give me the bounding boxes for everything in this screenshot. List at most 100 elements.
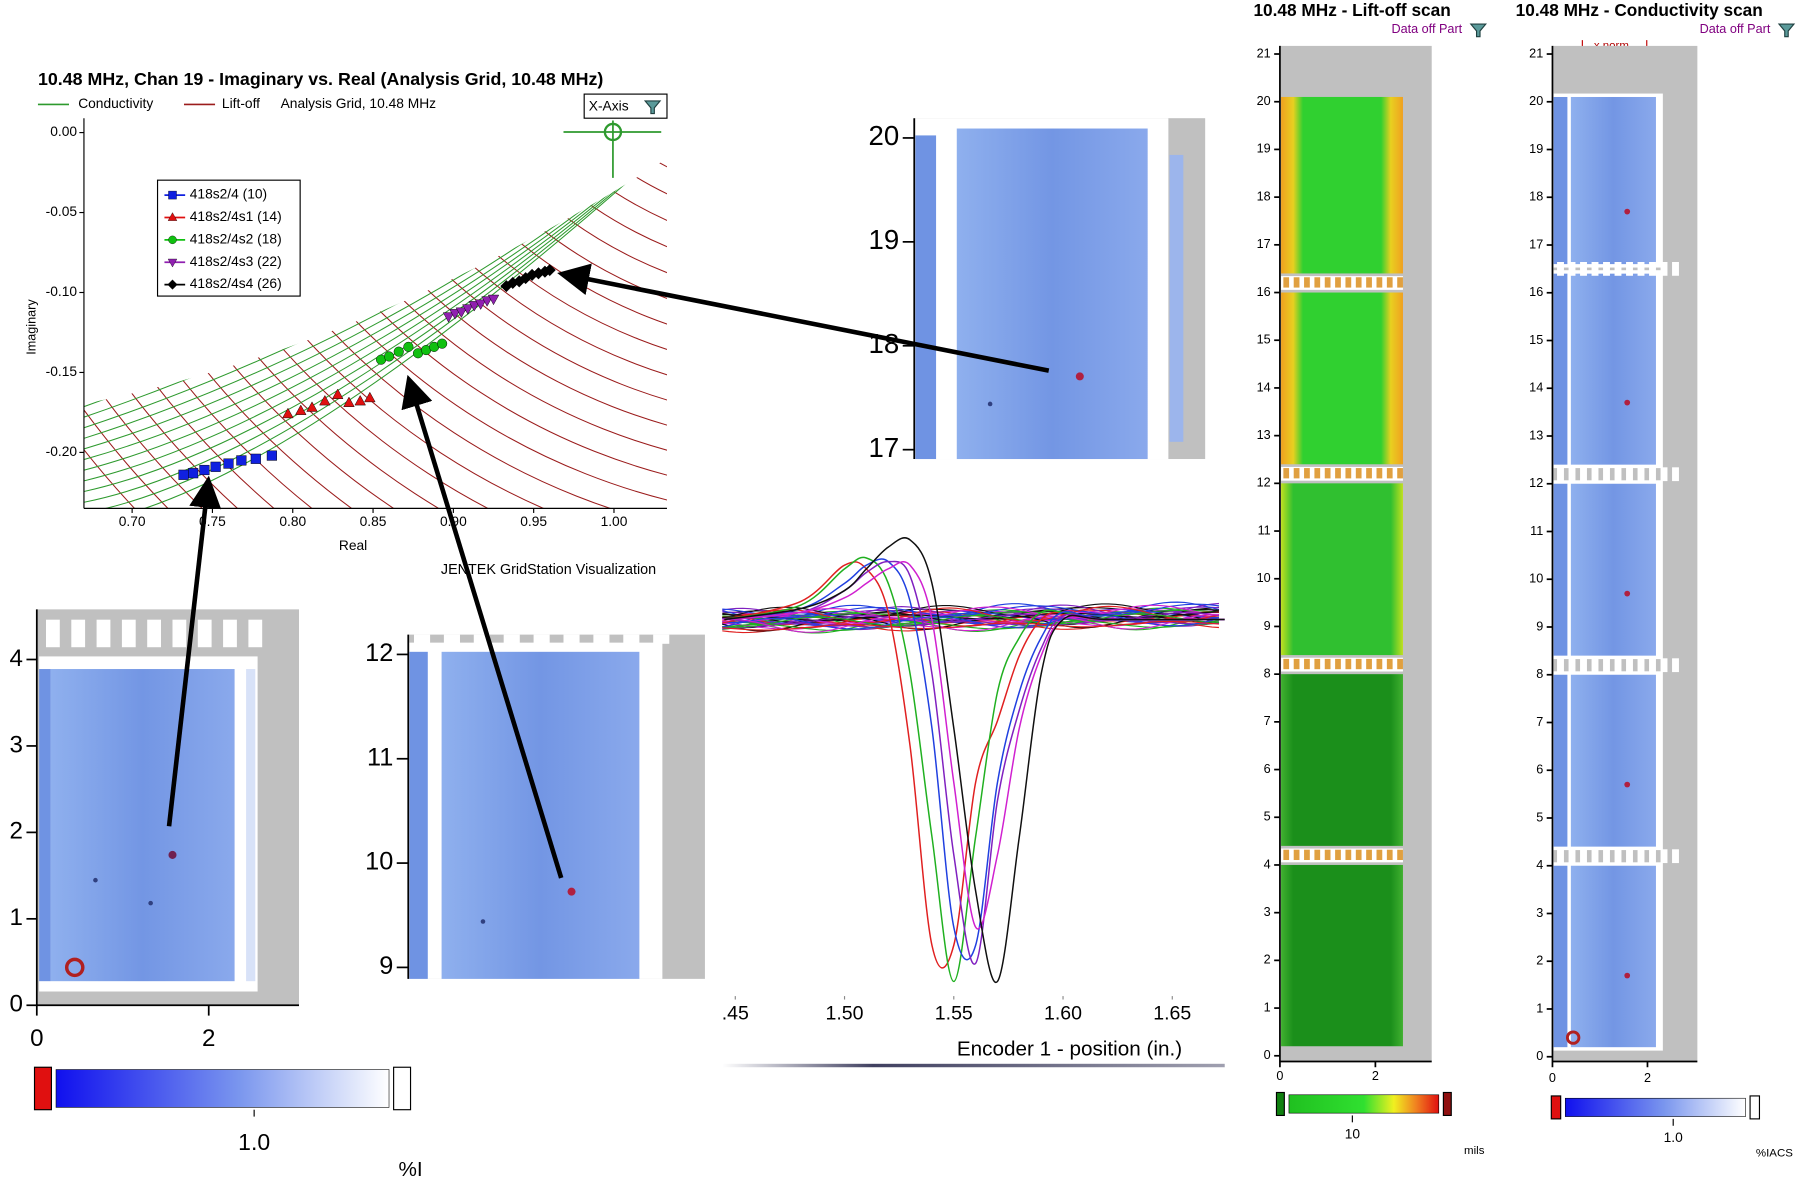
y-tick-label: 8 — [1536, 667, 1543, 681]
defect — [1075, 372, 1084, 381]
defect — [987, 401, 993, 407]
arrow — [401, 374, 564, 879]
x-tick-label: 0 — [1549, 1071, 1556, 1085]
scan-cell — [197, 619, 212, 648]
color-bar-label: 1.0 — [1664, 1130, 1684, 1145]
y-tick-label: 19 — [869, 224, 900, 255]
trace-band — [722, 620, 1220, 632]
scan-cell — [1397, 468, 1403, 479]
scan-cell — [1281, 96, 1403, 274]
scan-cell — [1335, 468, 1341, 479]
scan-cell — [1293, 277, 1300, 288]
color-bar-low — [1550, 1095, 1562, 1120]
scan-cell — [593, 634, 610, 644]
x-axis-label: Encoder 1 - position (in.) — [957, 1037, 1182, 1060]
scan-cell — [1649, 658, 1656, 673]
scan-cell — [1376, 658, 1383, 670]
scan-cell — [1570, 674, 1656, 847]
scan-cell — [1626, 849, 1633, 864]
scan-cell — [1603, 849, 1610, 864]
defect — [1624, 781, 1631, 788]
scan-cell — [1568, 658, 1576, 673]
y-tick-label: 0 — [10, 991, 23, 1018]
y-tick-label: 1 — [1536, 1001, 1543, 1015]
scan-cell — [1553, 96, 1568, 265]
scan-cell — [1281, 466, 1403, 481]
scan-cell — [1355, 468, 1362, 479]
y-tick-label: 2 — [1264, 953, 1271, 967]
color-bar-gradient — [55, 1069, 390, 1108]
conductivity-line — [83, 158, 667, 475]
scan-cell — [96, 619, 111, 648]
defect — [1624, 399, 1631, 406]
scan-cell — [1169, 154, 1184, 442]
point — [462, 304, 474, 315]
y-tick-label: 20 — [1257, 94, 1271, 108]
y-tick-label: 6 — [1536, 763, 1543, 777]
filter-icon[interactable] — [1469, 23, 1487, 38]
scan-cell — [915, 135, 937, 460]
signal-line — [724, 560, 1225, 965]
scan-cell — [1366, 468, 1372, 479]
scan-cell — [1553, 865, 1568, 1048]
color-bar-high — [1749, 1095, 1761, 1120]
y-tick-label: 11 — [367, 743, 393, 771]
y-tick-label: 14 — [1529, 381, 1543, 395]
point — [455, 307, 468, 318]
color-bar-high — [1442, 1091, 1452, 1117]
y-tick-label: 4 — [1264, 857, 1271, 871]
signal-line — [724, 558, 1225, 961]
scan-cell — [1314, 277, 1321, 288]
scan-cell — [1281, 848, 1403, 863]
legend-label: Conductivity — [78, 96, 153, 111]
y-tick-label: 13 — [1257, 428, 1271, 442]
y-tick-label: 21 — [1529, 46, 1543, 60]
scan-cell — [1637, 658, 1645, 673]
y-tick-label: 15 — [1529, 333, 1543, 347]
scan-cell — [1614, 467, 1622, 482]
scan-cell — [1603, 467, 1610, 482]
scan-cell — [1580, 262, 1587, 276]
scan-cell — [1324, 277, 1331, 288]
scan-cell — [45, 619, 60, 648]
defect — [480, 919, 486, 924]
scan-cell — [533, 634, 550, 644]
scan-cell — [1376, 277, 1383, 288]
scan-cell — [1335, 849, 1341, 861]
scan-cell — [1386, 658, 1393, 670]
color-bar-label: 1.0 — [238, 1129, 270, 1155]
point — [236, 455, 247, 466]
scan-title: 10.48 MHz - Conductivity scan — [1516, 0, 1763, 20]
point — [481, 296, 493, 307]
y-tick-label: 0 — [1264, 1048, 1271, 1062]
point — [437, 338, 448, 349]
y-tick-label: 19 — [1529, 142, 1543, 156]
point — [343, 396, 355, 407]
legend-label: 418s2/4s2 (18) — [190, 231, 282, 246]
trace-band — [722, 613, 1219, 633]
color-bar-unit: %I — [398, 1158, 422, 1181]
scan-cell — [1281, 657, 1403, 672]
point — [543, 264, 556, 277]
point — [295, 404, 307, 415]
scan-cell — [1660, 849, 1668, 864]
y-tick-label: 12 — [1529, 476, 1543, 490]
scan-cell — [1637, 849, 1645, 864]
filter-icon[interactable] — [643, 100, 662, 115]
filter-icon[interactable] — [1777, 23, 1796, 38]
scan-cell — [1649, 467, 1656, 482]
y-tick-label: 7 — [1264, 714, 1271, 728]
scan-note: Data off Part — [1391, 22, 1462, 36]
legend — [156, 179, 301, 297]
x-tick-label: 1.00 — [601, 514, 628, 529]
button-label[interactable]: X-Axis — [589, 98, 629, 113]
y-tick-label: 3 — [1264, 905, 1271, 919]
scan-cell — [1281, 674, 1403, 846]
legend-label: 418s2/4s1 (14) — [190, 209, 282, 224]
y-tick-label: 9 — [1536, 619, 1543, 633]
scan-cell — [1281, 864, 1403, 1047]
y-tick-label: 14 — [1257, 380, 1271, 394]
scan-cell — [1366, 277, 1372, 288]
defect — [567, 887, 576, 896]
credit: JENTEK GridStation Visualization — [441, 562, 656, 578]
